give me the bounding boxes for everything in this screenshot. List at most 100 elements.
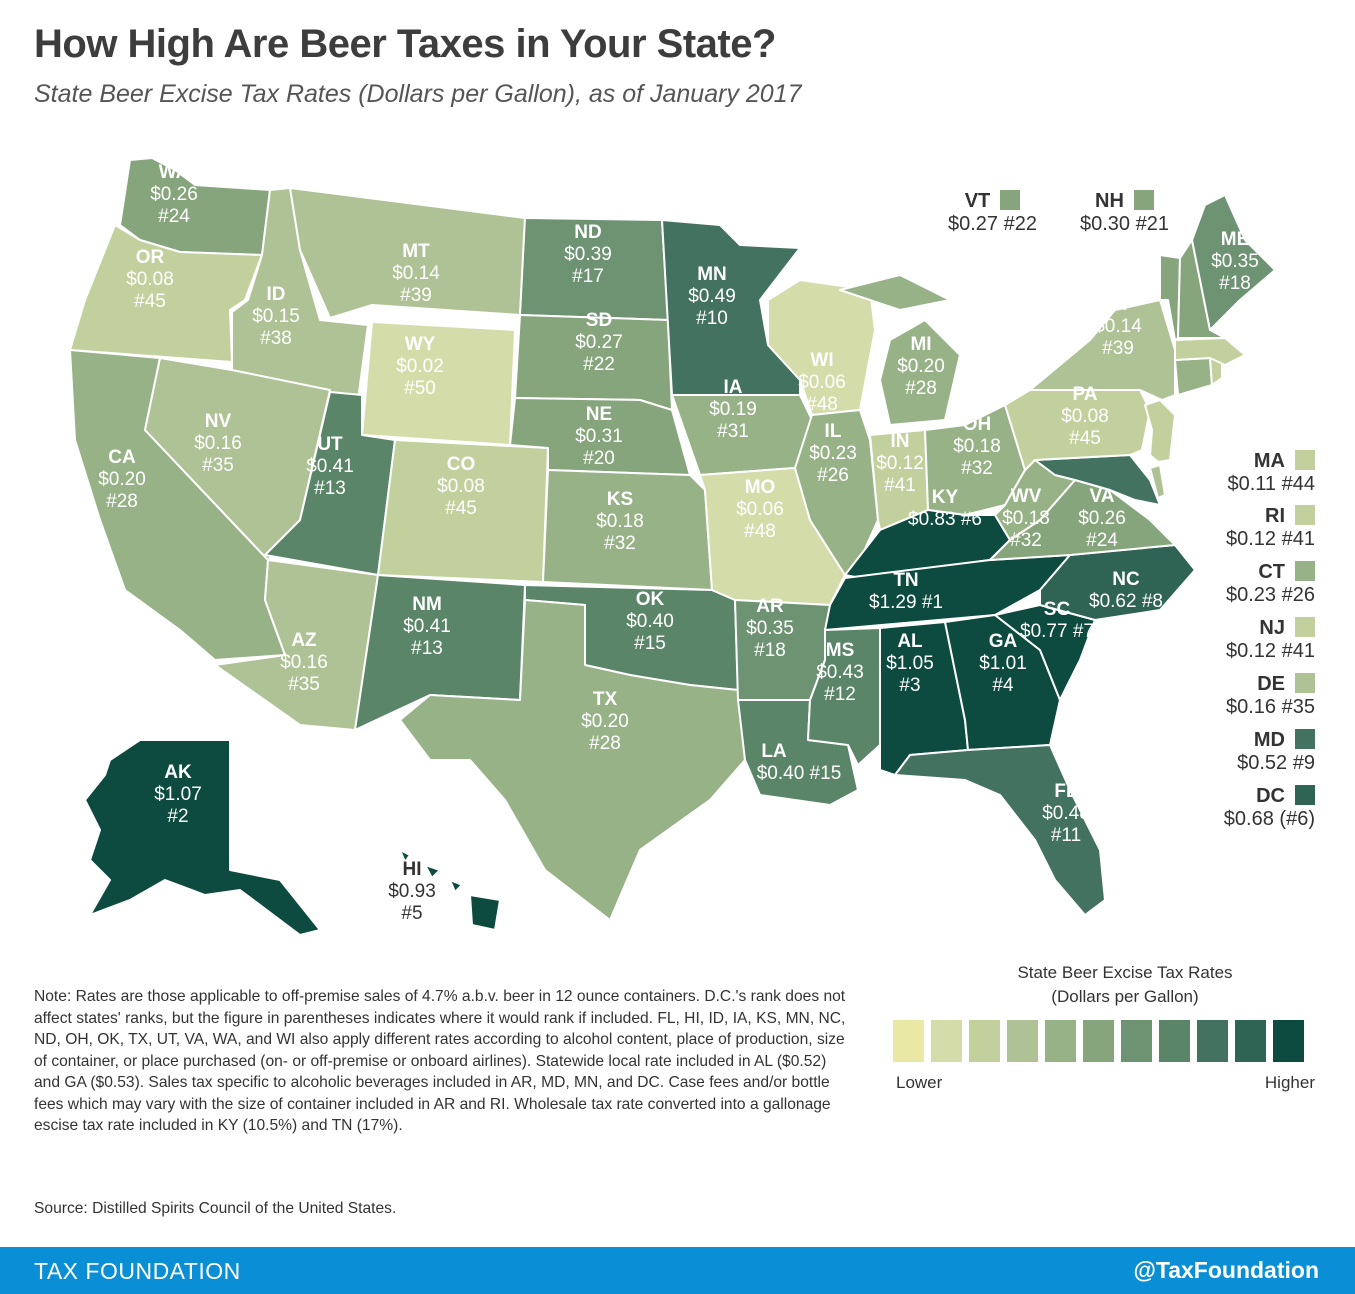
callout-ri-value: $0.12: [1226, 528, 1277, 550]
state-shape-ct[interactable]: [1174, 357, 1213, 396]
state-label-ok-abbr: OK: [636, 589, 665, 610]
state-labels: WA$0.26#24OR$0.08#45CA$0.20#28ID$0.15#38…: [98, 162, 1259, 924]
callout-md-swatch: [1295, 729, 1315, 749]
legend-swatch-2: [931, 1020, 962, 1062]
legend-title-line2: (Dollars per Gallon): [1051, 987, 1199, 1006]
state-shape-ak[interactable]: [84, 739, 321, 936]
state-label-wv-value: $0.18: [1002, 508, 1050, 529]
state-shape-fl[interactable]: [894, 744, 1106, 916]
state-label-in-value: $0.12: [876, 453, 924, 474]
state-label-wy-value: $0.02: [396, 356, 444, 377]
state-label-or-rank: #45: [134, 291, 166, 312]
state-label-pa-rank: #45: [1069, 428, 1101, 449]
state-label-va-rank: #24: [1086, 530, 1118, 551]
state-label-ny-rank: #39: [1102, 338, 1134, 359]
state-label-wv-rank: #32: [1010, 530, 1042, 551]
state-label-mt-value: $0.14: [392, 263, 440, 284]
callout-de-rank: #35: [1281, 696, 1315, 718]
callout-md-abbr: MD: [1253, 729, 1285, 751]
state-label-ks-value: $0.18: [596, 511, 644, 532]
state-label-fl-value: $0.48: [1042, 803, 1090, 824]
state-label-ut-rank: #13: [314, 478, 346, 499]
state-label-wa-abbr: WA: [159, 162, 190, 183]
callout-dc-abbr: DC: [1256, 785, 1285, 807]
callout-ct-swatch: [1295, 561, 1315, 581]
source-line: Source: Distilled Spirits Council of the…: [34, 1200, 397, 1217]
state-shape-nj[interactable]: [1144, 399, 1176, 463]
state-label-co-value: $0.08: [437, 476, 485, 497]
legend-swatch-9: [1197, 1020, 1228, 1062]
state-label-ms-value: $0.43: [816, 662, 864, 683]
state-label-nv-abbr: NV: [205, 411, 232, 432]
state-shape-hi[interactable]: [399, 849, 501, 931]
state-label-al-value: $1.05: [886, 653, 934, 674]
state-shape-mi[interactable]: [839, 274, 961, 426]
state-label-va-abbr: VA: [1090, 486, 1115, 507]
legend-swatch-3: [969, 1020, 1000, 1062]
state-label-ga-abbr: GA: [989, 631, 1018, 652]
callout-ri-abbr: RI: [1265, 505, 1285, 527]
state-label-ok-value: $0.40: [626, 611, 674, 632]
state-label-ks: KS$0.18#32: [596, 489, 644, 554]
state-label-nc-value: $0.62: [1089, 591, 1137, 612]
state-label-ks-abbr: KS: [607, 489, 633, 510]
state-label-ar-value: $0.35: [746, 618, 794, 639]
state-label-wy-abbr: WY: [405, 334, 436, 355]
legend-swatch-4: [1007, 1020, 1038, 1062]
state-label-ia-value: $0.19: [709, 399, 757, 420]
callout-vt-abbr: VT: [964, 190, 991, 212]
state-label-ny: NY$0.14#39: [1094, 294, 1142, 359]
state-label-co-abbr: CO: [447, 454, 476, 475]
state-label-wi-abbr: WI: [810, 350, 833, 371]
state-label-ak-rank: #2: [167, 806, 188, 827]
state-label-nd-rank: #17: [572, 266, 604, 287]
state-shape-md[interactable]: [1034, 454, 1161, 506]
state-label-sc-rank: #7: [1068, 621, 1094, 642]
state-label-tx-abbr: TX: [593, 689, 618, 710]
state-label-oh: OH$0.18#32: [953, 414, 1001, 479]
state-label-ne-rank: #20: [583, 448, 615, 469]
callout-md-value: $0.52: [1237, 752, 1288, 774]
state-label-tx-rank: #28: [589, 733, 621, 754]
state-label-sc-abbr: SC: [1044, 599, 1071, 620]
state-shape-ny[interactable]: [1029, 299, 1176, 401]
state-label-tx: TX$0.20#28: [581, 689, 629, 754]
callout-dc-swatch: [1295, 785, 1315, 805]
callout-ct-rank: #26: [1281, 584, 1315, 606]
state-label-mt-abbr: MT: [402, 241, 430, 262]
state-label-ny-abbr: NY: [1105, 294, 1132, 315]
callout-md: MD $0.52 #9: [1237, 729, 1315, 775]
callout-ma: MA $0.11 #44: [1227, 450, 1315, 496]
state-label-ak-value: $1.07: [154, 784, 202, 805]
callout-ct-value: $0.23: [1226, 584, 1277, 606]
state-shape-tx[interactable]: [399, 599, 746, 921]
callout-nj: NJ $0.12 #41: [1226, 617, 1315, 663]
state-label-hi-value: $0.93: [388, 881, 436, 902]
state-label-al-rank: #3: [899, 675, 920, 696]
state-label-pa-abbr: PA: [1073, 384, 1098, 405]
footer-handle[interactable]: @TaxFoundation: [1133, 1257, 1319, 1283]
state-label-ky-line: $0.83 #6: [908, 509, 982, 530]
legend-swatch-8: [1159, 1020, 1190, 1062]
state-label-la-rank: #15: [804, 763, 841, 784]
callout-de: DE $0.16 #35: [1226, 673, 1315, 719]
state-shape-or[interactable]: [69, 224, 263, 363]
state-shape-de[interactable]: [1149, 464, 1166, 499]
callout-vt-swatch: [1000, 190, 1021, 210]
state-label-nm-abbr: NM: [412, 594, 442, 615]
state-label-hi-rank: #5: [401, 903, 422, 924]
callout-vt-value: $0.27: [948, 213, 999, 235]
state-label-mo-rank: #48: [744, 521, 776, 542]
state-label-wi-rank: #48: [806, 394, 838, 415]
state-label-nd-value: $0.39: [564, 244, 612, 265]
state-shape-wy[interactable]: [361, 321, 516, 446]
state-label-la-value: $0.40: [757, 763, 805, 784]
state-label-wa-rank: #24: [158, 206, 190, 227]
state-label-me-rank: #18: [1219, 273, 1251, 294]
state-label-ny-value: $0.14: [1094, 316, 1142, 337]
state-shape-me[interactable]: [1191, 194, 1276, 331]
footer-brand[interactable]: TAX FOUNDATION: [34, 1258, 241, 1284]
state-label-ut-abbr: UT: [317, 434, 343, 455]
state-label-mo-value: $0.06: [736, 499, 784, 520]
state-label-tn-value: $1.29: [869, 592, 917, 613]
